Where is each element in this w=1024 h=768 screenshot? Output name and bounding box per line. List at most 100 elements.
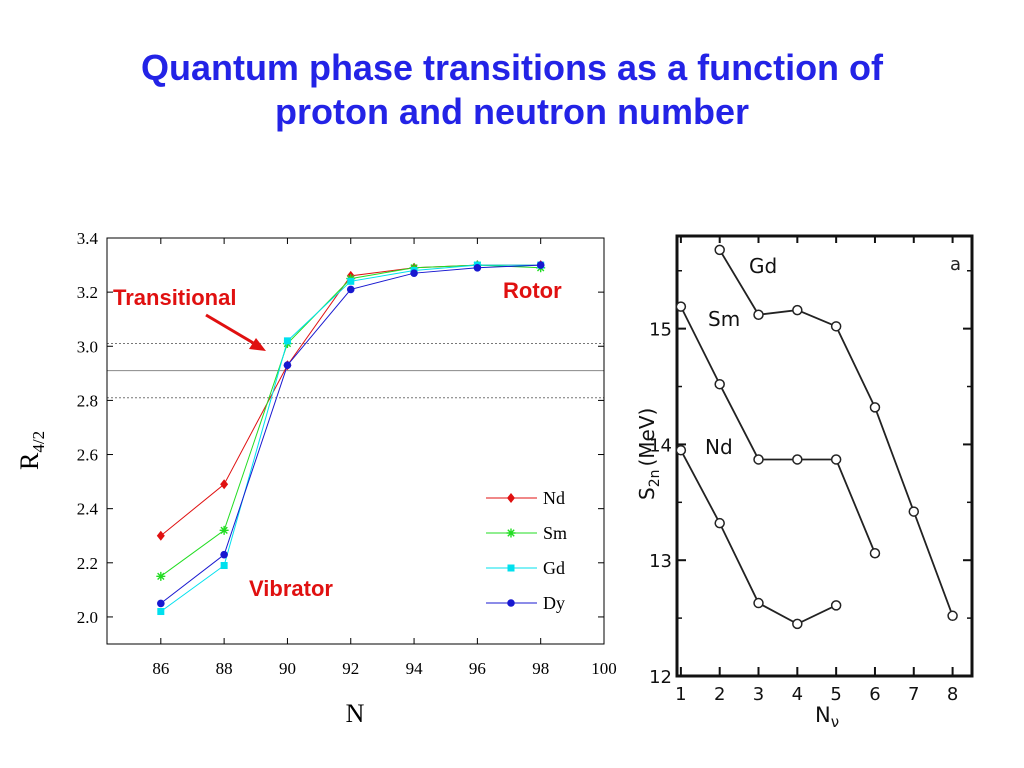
r42-x-tick-label: 94 xyxy=(406,659,424,678)
title-line-2: proton and neutron number xyxy=(275,91,749,132)
s2n-y-axis-label-sub: 2n xyxy=(647,470,663,488)
data-point-gd xyxy=(157,608,165,616)
legend-item-dy: Dy xyxy=(486,593,565,613)
s2n-data-point-gd xyxy=(908,506,920,517)
legend-swatch-marker xyxy=(507,493,515,503)
r42-x-tick-label: 90 xyxy=(279,659,296,678)
s2n-data-point-nd xyxy=(830,600,842,611)
title-line-1: Quantum phase transitions as a function … xyxy=(140,47,884,88)
r42-y-tick-label: 2.0 xyxy=(77,608,98,627)
r42-y-tick-label: 3.0 xyxy=(77,337,98,356)
r42-x-tick-label: 86 xyxy=(152,659,169,678)
s2n-data-point-nd xyxy=(675,444,687,456)
data-point-sm xyxy=(156,571,166,581)
data-point-dy xyxy=(220,550,228,559)
s2n-y-tick-label: 13 xyxy=(649,551,672,572)
s2n-data-point-nd xyxy=(792,618,803,630)
s2n-y-tick-label: 12 xyxy=(649,667,672,688)
s2n-data-point-nd xyxy=(714,517,725,529)
r42-y-tick-label: 2.8 xyxy=(77,391,98,410)
s2n-y-axis-label-main: S xyxy=(635,487,659,500)
s2n-y-tick-label: 15 xyxy=(649,320,672,341)
r42-x-ticks: 86 88 90 92 94 96 98 100 xyxy=(152,238,617,678)
r42-y-axis-label-sub: 4/2 xyxy=(29,431,48,453)
s2n-x-tick-label: 5 xyxy=(830,684,841,705)
s2n-x-tick-label: 3 xyxy=(753,684,764,705)
data-point-dy xyxy=(536,261,545,269)
r42-x-tick-label: 92 xyxy=(342,659,359,678)
annotation-vibrator: Vibrator xyxy=(249,576,333,601)
series-dy xyxy=(157,261,545,608)
r42-y-tick-label: 3.4 xyxy=(77,229,99,248)
legend-item-gd: Gd xyxy=(486,558,565,578)
s2n-data-point-gd xyxy=(714,244,725,256)
s2n-x-tick-label: 6 xyxy=(869,684,880,705)
slide-title: Quantum phase transitions as a function … xyxy=(0,46,1024,134)
s2n-x-tick-label: 4 xyxy=(792,684,803,705)
r42-series-group xyxy=(156,260,546,616)
s2n-series-gd: Gd xyxy=(714,244,958,622)
r42-x-tick-label: 100 xyxy=(591,659,617,678)
r42-legend: Nd Sm Gd Dy xyxy=(486,488,567,613)
s2n-data-point-sm xyxy=(714,378,725,390)
data-point-gd xyxy=(347,277,355,285)
r42-x-tick-label: 96 xyxy=(469,659,486,678)
legend-label-sm: Sm xyxy=(543,523,567,543)
data-point-sm xyxy=(219,525,229,535)
annotation-rotor: Rotor xyxy=(503,278,562,303)
r42-y-ticks: 2.0 2.2 2.4 2.6 2.8 3.0 3.2 3.4 xyxy=(77,229,604,627)
r42-y-tick-label: 3.2 xyxy=(77,283,98,302)
s2n-panel-label: a xyxy=(950,254,961,275)
s2n-series-nd: Nd xyxy=(675,435,842,630)
legend-item-nd: Nd xyxy=(486,488,565,508)
series-line-dy xyxy=(160,264,541,604)
s2n-y-axis-label-unit: (MeV) xyxy=(635,408,659,467)
s2n-series-group: Gd Sm Nd xyxy=(675,244,958,630)
s2n-data-point-gd xyxy=(830,321,842,332)
s2n-series-line-gd xyxy=(718,249,954,617)
data-point-dy xyxy=(157,599,165,608)
s2n-series-label-sm: Sm xyxy=(708,307,740,331)
transitional-arrow-head xyxy=(249,338,266,351)
s2n-x-axis-label-sub: ν xyxy=(831,713,839,731)
s2n-x-axis-label-main: N xyxy=(815,703,831,727)
s2n-series-label-nd: Nd xyxy=(705,435,733,459)
data-point-dy xyxy=(410,269,418,277)
series-line-sm xyxy=(160,264,541,577)
r42-y-axis-label: R4/2 xyxy=(15,431,48,470)
annotation-transitional: Transitional xyxy=(113,285,236,310)
s2n-data-point-gd xyxy=(869,402,881,413)
s2n-plot-frame xyxy=(675,234,974,678)
data-point-dy xyxy=(473,263,482,272)
s2n-data-point-nd xyxy=(753,597,764,609)
s2n-data-point-sm xyxy=(753,454,764,465)
data-point-nd xyxy=(220,479,229,490)
r42-y-tick-label: 2.4 xyxy=(77,500,99,519)
legend-swatch-marker xyxy=(506,528,516,538)
data-point-dy xyxy=(346,285,355,294)
s2n-x-tick-label: 7 xyxy=(908,684,919,705)
s2n-x-axis-label: Nν xyxy=(815,703,839,731)
r42-x-tick-label: 88 xyxy=(216,659,233,678)
s2n-data-point-sm xyxy=(830,454,842,465)
s2n-data-point-gd xyxy=(947,610,958,622)
data-point-nd xyxy=(156,530,165,541)
s2n-x-tick-label: 2 xyxy=(714,684,725,705)
legend-swatch-marker xyxy=(507,564,515,572)
s2n-data-point-gd xyxy=(753,309,764,320)
s2n-series-line-sm xyxy=(680,306,876,554)
reference-lines xyxy=(107,343,604,399)
legend-label-gd: Gd xyxy=(543,558,565,578)
legend-label-nd: Nd xyxy=(543,488,565,508)
s2n-series-sm: Sm xyxy=(675,301,881,559)
r42-y-tick-label: 2.6 xyxy=(77,446,98,465)
r42-y-tick-label: 2.2 xyxy=(77,554,98,573)
legend-item-sm: Sm xyxy=(486,523,567,543)
data-point-gd xyxy=(283,337,291,345)
s2n-x-tick-label: 1 xyxy=(675,684,686,705)
transitional-arrow-shaft xyxy=(205,313,256,346)
r42-chart: 2.0 2.2 2.4 2.6 2.8 3.0 3.2 3.4 86 88 90 92 94 96 98 1… xyxy=(15,229,617,728)
